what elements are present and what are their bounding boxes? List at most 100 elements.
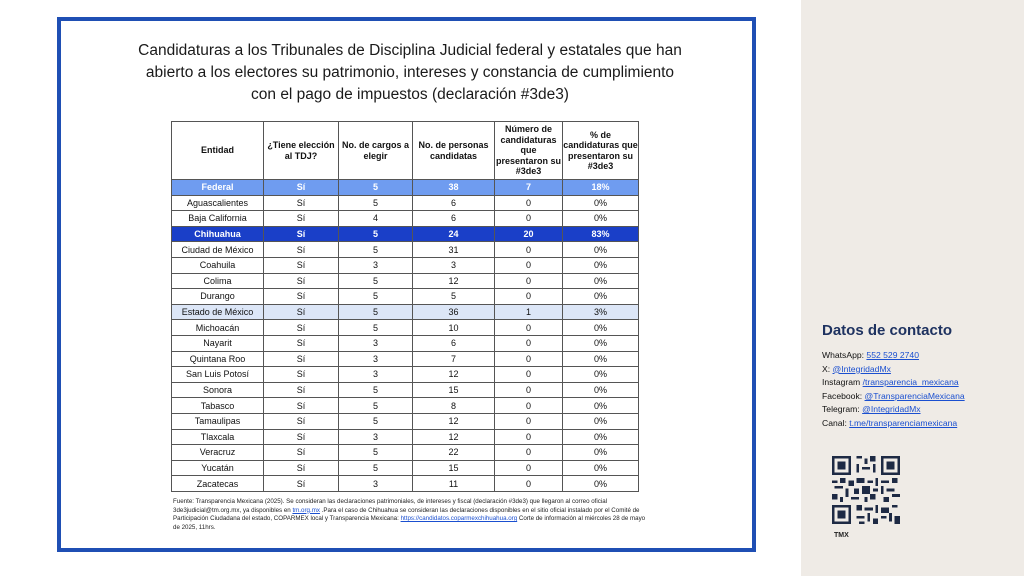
- cell-presentaron: 0: [494, 428, 563, 446]
- header-presentaron: Número de candidaturas que presentaron s…: [494, 121, 563, 180]
- cell-entidad: Durango: [171, 288, 264, 305]
- cell-candidatas: 8: [412, 397, 495, 414]
- header-eleccion: ¿Tiene elección al TDJ?: [263, 121, 339, 180]
- table-row: Sonora Sí 5 15 0 0%: [171, 381, 639, 399]
- table-row: Tabasco Sí 5 8 0 0%: [171, 397, 639, 414]
- cell-porcentaje: 3%: [562, 303, 639, 321]
- table-row: Colima Sí 5 12 0 0%: [171, 272, 639, 290]
- cell-entidad: Nayarit: [171, 334, 264, 352]
- table-row: Chihuahua Sí 5 24 20 83%: [171, 225, 639, 243]
- cell-eleccion: Sí: [263, 381, 339, 399]
- cell-porcentaje: 0%: [562, 288, 639, 305]
- cell-eleccion: Sí: [263, 210, 339, 227]
- contact-line: Facebook: @TransparenciaMexicana: [822, 390, 965, 404]
- contact-list: WhatsApp: 552 529 2740 X: @IntegridadMx In…: [822, 349, 965, 431]
- header-cargos: No. de cargos a elegir: [338, 121, 413, 180]
- table-row: Estado de México Sí 5 36 1 3%: [171, 303, 639, 321]
- cell-porcentaje: 0%: [562, 459, 639, 477]
- cell-eleccion: Sí: [263, 319, 339, 336]
- cell-porcentaje: 83%: [562, 225, 639, 243]
- cell-candidatas: 6: [412, 210, 495, 227]
- cell-cargos: 5: [338, 225, 413, 243]
- table-row: Coahuila Sí 3 3 0 0%: [171, 256, 639, 274]
- header-porcentaje: % de candidaturas que presentaron su #3d…: [562, 121, 639, 180]
- cell-entidad: San Luis Potosí: [171, 366, 264, 383]
- cell-cargos: 3: [338, 428, 413, 446]
- cell-entidad: Yucatán: [171, 459, 264, 477]
- source-link-tm[interactable]: tm.org.mx: [292, 506, 320, 514]
- cell-cargos: 5: [338, 241, 413, 258]
- contact-link[interactable]: t.me/transparenciamexicana: [849, 417, 958, 428]
- cell-candidatas: 15: [412, 381, 495, 399]
- cell-presentaron: 0: [494, 475, 563, 492]
- title-line: con el pago de impuestos (declaración #3…: [251, 86, 569, 103]
- cell-entidad: Estado de México: [171, 303, 264, 321]
- cell-cargos: 3: [338, 350, 413, 368]
- cell-presentaron: 0: [494, 350, 563, 368]
- cell-cargos: 5: [338, 412, 413, 430]
- cell-candidatas: 12: [412, 428, 495, 446]
- cell-cargos: 3: [338, 475, 413, 492]
- source-link-coparmex[interactable]: https://candidatos.coparmexchihuahua.org: [400, 515, 518, 523]
- source-text: .Para el caso de Chihuahua se consideran…: [173, 506, 640, 523]
- cell-porcentaje: 0%: [562, 194, 639, 212]
- cell-cargos: 5: [338, 397, 413, 414]
- cell-presentaron: 7: [494, 179, 563, 196]
- contact-label: Telegram:: [822, 404, 863, 415]
- cell-cargos: 4: [338, 210, 413, 227]
- cell-candidatas: 10: [412, 319, 495, 336]
- cell-entidad: Ciudad de México: [171, 241, 264, 258]
- table-row: Durango Sí 5 5 0 0%: [171, 288, 639, 305]
- title-line: abierto a los electores su patrimonio, i…: [145, 64, 675, 81]
- contact-link[interactable]: @IntegridadMx: [832, 363, 891, 374]
- contact-link[interactable]: 552 529 2740: [866, 350, 919, 360]
- cell-presentaron: 0: [494, 194, 563, 212]
- contact-line: Instagram /transparencia_mexicana: [822, 376, 965, 390]
- contact-link[interactable]: @TransparenciaMexicana: [864, 390, 965, 401]
- qr-code-icon[interactable]: [832, 456, 900, 524]
- cell-candidatas: 36: [412, 303, 495, 321]
- cell-entidad: Chihuahua: [171, 225, 264, 243]
- cell-entidad: Veracruz: [171, 444, 264, 461]
- cell-porcentaje: 0%: [562, 366, 639, 383]
- contact-link[interactable]: /transparencia_mexicana: [862, 377, 959, 388]
- source-text: Fuente: Transparencia Mexicana (2025). S…: [173, 498, 608, 514]
- cell-porcentaje: 0%: [562, 241, 639, 258]
- cell-eleccion: Sí: [263, 303, 339, 321]
- cell-porcentaje: 0%: [562, 444, 639, 461]
- table-row: Baja California Sí 4 6 0 0%: [171, 210, 639, 227]
- cell-presentaron: 0: [494, 444, 563, 461]
- contact-label: X:: [822, 363, 833, 374]
- cell-eleccion: Sí: [263, 179, 339, 196]
- cell-candidatas: 5: [412, 288, 495, 305]
- cell-candidatas: 31: [412, 241, 495, 258]
- page-title: Candidaturas a los Tribunales de Discipl…: [70, 40, 750, 106]
- table-row: Federal Sí 5 38 7 18%: [171, 179, 639, 196]
- contact-label: Facebook:: [822, 390, 865, 401]
- cell-candidatas: 12: [412, 412, 495, 430]
- contact-link[interactable]: @IntegridadMx: [862, 404, 921, 415]
- cell-candidatas: 6: [412, 194, 495, 212]
- cell-presentaron: 0: [494, 288, 563, 305]
- cell-entidad: Coahuila: [171, 256, 264, 274]
- cell-candidatas: 38: [412, 179, 495, 196]
- cell-entidad: Federal: [171, 179, 264, 196]
- cell-porcentaje: 0%: [562, 350, 639, 368]
- cell-eleccion: Sí: [263, 366, 339, 383]
- table-row: Michoacán Sí 5 10 0 0%: [171, 319, 639, 336]
- cell-porcentaje: 0%: [562, 256, 639, 274]
- contact-title: Datos de contacto: [822, 322, 953, 339]
- cell-cargos: 3: [338, 334, 413, 352]
- cell-candidatas: 3: [412, 256, 495, 274]
- contact-label: Canal:: [822, 417, 850, 428]
- table-row: Tlaxcala Sí 3 12 0 0%: [171, 428, 639, 446]
- cell-cargos: 5: [338, 272, 413, 290]
- cell-porcentaje: 0%: [562, 272, 639, 290]
- contact-label: WhatsApp:: [822, 350, 867, 360]
- cell-cargos: 5: [338, 459, 413, 477]
- source-text: Corte de información al miércoles 28 de …: [173, 515, 646, 531]
- cell-porcentaje: 0%: [562, 475, 639, 492]
- cell-presentaron: 20: [494, 225, 563, 243]
- cell-eleccion: Sí: [263, 288, 339, 305]
- cell-candidatas: 22: [412, 444, 495, 461]
